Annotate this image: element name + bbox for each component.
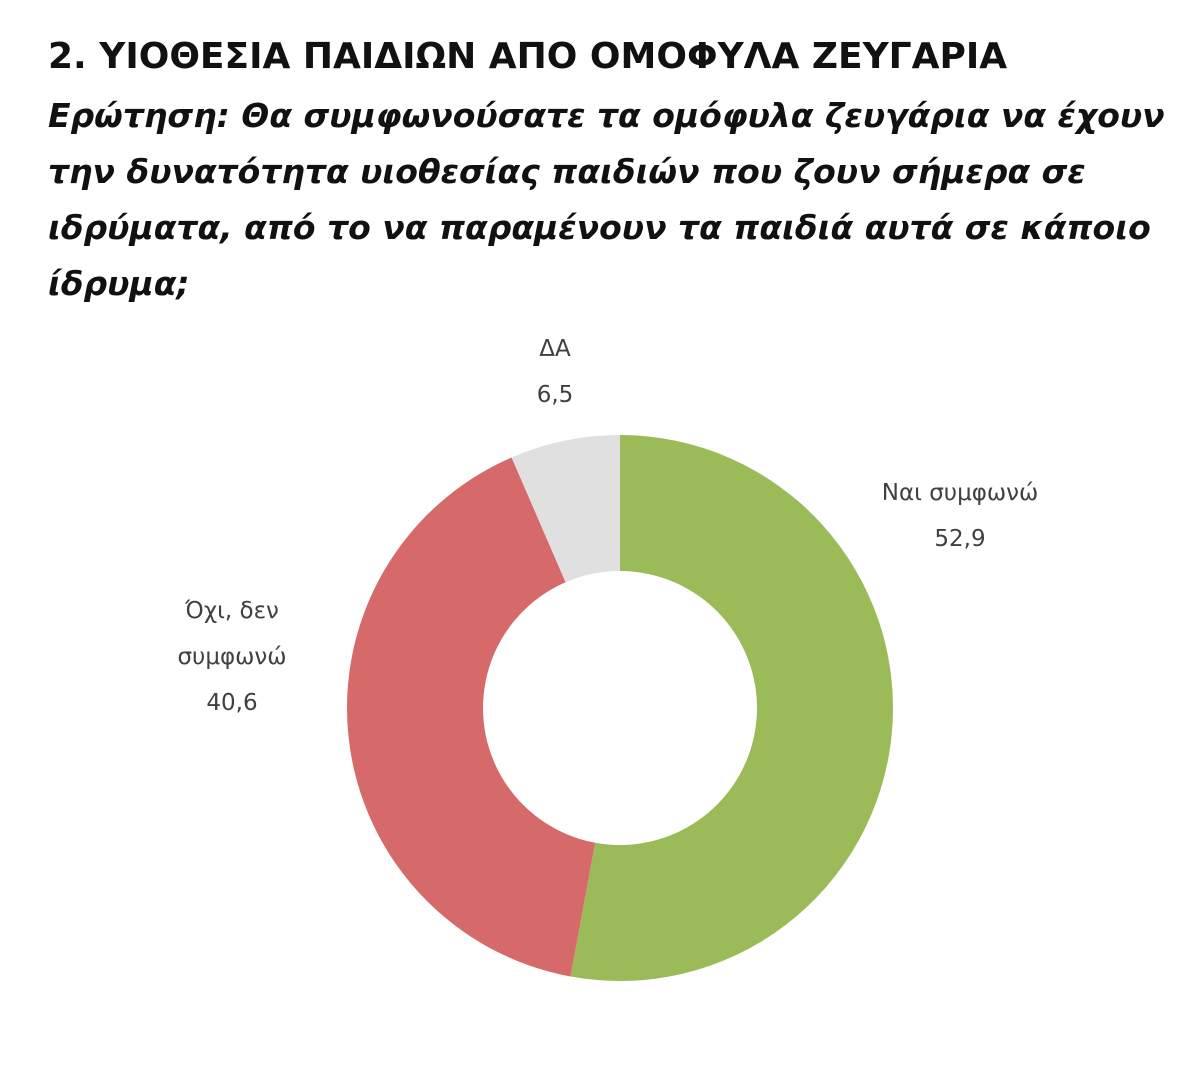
chart-subtitle: Ερώτηση: Θα συμφωνούσατε τα ομόφυλα ζευγ… xyxy=(48,96,1165,303)
value-label: 52,9 xyxy=(934,526,986,552)
category-label: Ναι συμφωνώ xyxy=(881,480,1039,506)
slice-label: ΔΑ 6,5 xyxy=(495,326,615,418)
value-label: 40,6 xyxy=(206,690,258,716)
category-label: Όχι, δεν συμφωνώ xyxy=(177,598,287,670)
donut-slice xyxy=(511,435,620,583)
donut-slice xyxy=(570,435,893,981)
slice-label: Όχι, δεν συμφωνώ 40,6 xyxy=(142,588,322,726)
slice-label: Ναι συμφωνώ 52,9 xyxy=(840,470,1080,562)
chart-title: 2. ΥΙΟΘΕΣΙΑ ΠΑΙΔΙΩΝ ΑΠΟ ΟΜΟΦΥΛΑ ΖΕΥΓΑΡΙΑ xyxy=(48,36,1008,77)
category-label: ΔΑ xyxy=(539,336,571,362)
donut-slice xyxy=(347,457,596,977)
value-label: 6,5 xyxy=(536,382,574,408)
